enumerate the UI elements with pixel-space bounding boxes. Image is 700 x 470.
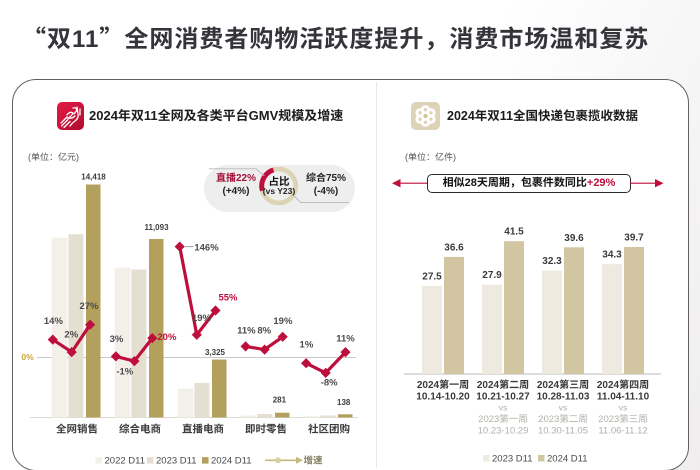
svg-text:10.14-10.20: 10.14-10.20 [416, 392, 470, 403]
svg-text:2023 D11: 2023 D11 [492, 454, 533, 465]
svg-text:2024 D11: 2024 D11 [211, 456, 252, 467]
svg-text:27.9: 27.9 [482, 270, 502, 281]
svg-text:138: 138 [337, 398, 351, 407]
svg-text:-1%: -1% [116, 366, 133, 377]
svg-text:2024第四周: 2024第四周 [597, 379, 649, 391]
svg-text:2024第一周: 2024第一周 [417, 379, 469, 391]
svg-text:vs: vs [619, 403, 628, 413]
svg-text:14%: 14% [44, 316, 64, 327]
svg-text:34.3: 34.3 [602, 250, 622, 261]
svg-text:11,093: 11,093 [144, 223, 169, 232]
svg-text:2024第二周: 2024第二周 [477, 379, 529, 391]
svg-text:1%: 1% [300, 340, 314, 351]
svg-text:3,325: 3,325 [205, 348, 226, 357]
svg-text:全网销售: 全网销售 [56, 423, 98, 436]
svg-text:2023第二周: 2023第二周 [538, 413, 588, 425]
svg-text:10.23-10.29: 10.23-10.29 [478, 426, 529, 437]
svg-text:281: 281 [273, 396, 287, 405]
svg-text:vs: vs [499, 403, 508, 413]
svg-text:2022 D11: 2022 D11 [105, 456, 146, 467]
svg-text:即时零售: 即时零售 [245, 424, 287, 436]
svg-text:19%: 19% [273, 316, 293, 327]
svg-text:55%: 55% [218, 293, 238, 304]
svg-text:2%: 2% [64, 329, 78, 340]
svg-text:27.5: 27.5 [422, 272, 442, 283]
svg-text:11%: 11% [237, 325, 256, 336]
svg-text:社区团购: 社区团购 [308, 424, 350, 436]
svg-text:27%: 27% [79, 301, 99, 312]
svg-text:10.28-11.03: 10.28-11.03 [537, 392, 590, 403]
svg-text:直播电商: 直播电商 [182, 424, 224, 436]
svg-text:vs: vs [559, 403, 568, 413]
svg-text:10.21-10.27: 10.21-10.27 [476, 392, 530, 403]
svg-text:2023 D11: 2023 D11 [156, 456, 197, 467]
svg-text:20%: 20% [157, 332, 177, 343]
svg-text:11.06-11.12: 11.06-11.12 [598, 426, 647, 437]
svg-text:8%: 8% [257, 325, 271, 336]
svg-text:2024第三周: 2024第三周 [537, 379, 589, 391]
svg-text:11%: 11% [336, 334, 355, 345]
svg-text:14,418: 14,418 [81, 173, 106, 182]
svg-text:-8%: -8% [321, 377, 338, 388]
svg-text:146%: 146% [194, 242, 219, 253]
svg-text:2023第一周: 2023第一周 [478, 413, 528, 425]
svg-text:综合电商: 综合电商 [119, 423, 161, 436]
svg-text:39.6: 39.6 [564, 233, 584, 244]
svg-text:10.30-11.05: 10.30-11.05 [538, 426, 588, 437]
svg-text:0%: 0% [21, 352, 34, 362]
svg-text:36.6: 36.6 [444, 242, 464, 253]
svg-text:32.3: 32.3 [542, 256, 562, 267]
svg-text:2023第三周: 2023第三周 [598, 413, 648, 425]
svg-text:19%: 19% [192, 313, 212, 324]
svg-text:39.7: 39.7 [624, 233, 644, 244]
svg-text:增速: 增速 [304, 455, 324, 467]
svg-text:3%: 3% [110, 334, 124, 345]
svg-text:41.5: 41.5 [504, 227, 524, 238]
svg-text:11.04-11.10: 11.04-11.10 [597, 392, 650, 403]
svg-text:2024 D11: 2024 D11 [547, 454, 588, 465]
